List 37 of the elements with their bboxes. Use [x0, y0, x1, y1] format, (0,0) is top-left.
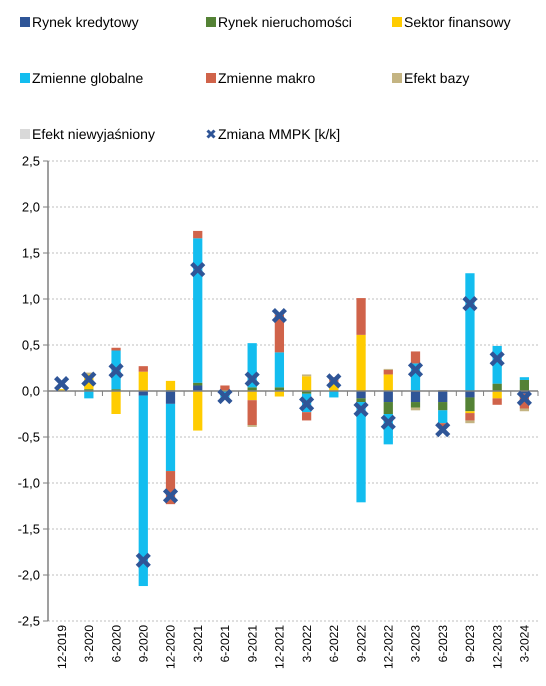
- y-tick-label: -2,0: [18, 568, 40, 583]
- legend-label: Rynek nieruchomości: [218, 14, 352, 30]
- x-tick-label: 12-2020: [164, 624, 178, 670]
- legend-label: Zmiana MMPK [k/k]: [218, 126, 340, 142]
- x-tick-label: 6-2022: [327, 624, 342, 662]
- y-tick-label: 2,5: [22, 154, 40, 169]
- legend-label: Efekt bazy: [404, 70, 470, 86]
- legend-label: Sektor finansowy: [404, 14, 511, 30]
- x-tick-label: 12-2019: [54, 624, 69, 670]
- x-tick-label: 9-2020: [136, 624, 150, 662]
- y-tick-label: 0,5: [22, 338, 40, 353]
- y-tick-label: 0,0: [22, 384, 40, 399]
- y-tick-label: -2,5: [18, 614, 40, 629]
- x-tick-label: 6-2020: [109, 624, 124, 662]
- x-tick-label: 12-2022: [381, 624, 396, 670]
- legend-label: Zmienne makro: [218, 70, 316, 86]
- legend-label: Rynek kredytowy: [32, 14, 139, 30]
- y-tick-label: -1,0: [18, 476, 40, 491]
- x-tick-label: 12-2021: [272, 624, 287, 670]
- x-tick-label: 12-2023: [490, 624, 504, 670]
- x-tick-label: 3-2024: [518, 624, 532, 662]
- x-tick-label: 9-2023: [463, 624, 478, 662]
- x-tick-label: 6-2023: [436, 624, 450, 662]
- x-tick-label: 3-2023: [408, 624, 423, 662]
- legend-label: Zmienne globalne: [32, 70, 144, 86]
- legend-label: Efekt niewyjaśniony: [32, 126, 155, 142]
- y-tick-label: 1,0: [22, 292, 40, 307]
- y-tick-label: 2,0: [22, 200, 40, 215]
- x-tick-label: 3-2021: [190, 624, 205, 662]
- y-tick-label: -0,5: [18, 430, 40, 445]
- x-tick-label: 9-2021: [245, 624, 260, 662]
- x-tick-label: 9-2022: [354, 624, 368, 662]
- x-tick-label: 6-2021: [218, 624, 232, 662]
- x-tick-label: 3-2022: [300, 624, 314, 662]
- x-tick-label: 3-2020: [82, 624, 96, 662]
- y-tick-label: 1,5: [22, 246, 40, 261]
- y-tick-label: -1,5: [18, 522, 40, 537]
